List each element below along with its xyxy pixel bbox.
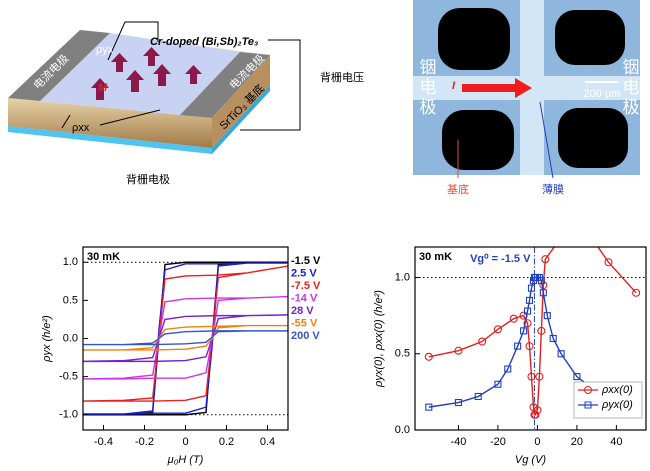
film-label: Cr-doped (Bi,Sb)₂Te₃ — [150, 36, 258, 48]
data-point — [454, 346, 463, 355]
data-point — [573, 213, 580, 220]
legend-label: 200 V — [291, 330, 320, 342]
annotation: 30 mK — [87, 251, 120, 263]
series-line — [83, 330, 288, 346]
data-point — [424, 352, 433, 361]
data-point — [523, 319, 532, 328]
micrograph: 铟电极 铟电极 I 200 μm 基底 薄膜 — [413, 0, 640, 196]
data-point — [425, 403, 433, 411]
y-tick-label: -0.5 — [59, 371, 78, 383]
data-point — [520, 327, 528, 335]
series-line — [83, 324, 288, 351]
substrate-label: 基底 — [447, 182, 469, 196]
y-tick-label: -1.0 — [59, 409, 78, 421]
data-point — [535, 372, 544, 381]
current-label: I — [452, 80, 456, 92]
legend-label: -55 V — [291, 317, 318, 329]
x-tick-label: -0.4 — [94, 436, 113, 448]
y-tick-label: 0.5 — [395, 348, 410, 360]
data-point — [454, 398, 462, 407]
plot-frame — [82, 246, 289, 431]
legend-label: 28 V — [291, 305, 314, 317]
legend-label: ρxx(0) — [601, 384, 633, 396]
data-point — [543, 312, 551, 320]
data-point — [494, 380, 502, 388]
x-tick-label: -20 — [490, 436, 506, 448]
rho-xx-label: ρxx — [72, 122, 90, 134]
legend-marker — [584, 386, 592, 394]
device-schematic: M ρyx Cr-doped (Bi,Sb)₂Te₃ ρxx 电流电极 电流电极… — [8, 21, 364, 186]
data-point — [531, 410, 540, 419]
gate-voltage-label: 背栅电压 — [320, 70, 364, 84]
y-tick-label: 0.0 — [63, 332, 78, 344]
scale-bar-label: 200 μm — [584, 88, 621, 100]
x-tick-label: -40 — [450, 436, 466, 448]
data-point — [537, 326, 546, 335]
data-point — [523, 307, 532, 315]
legend-marker — [584, 401, 592, 409]
data-point — [557, 350, 565, 358]
legend-label: ρyx(0) — [601, 399, 633, 411]
data-point — [537, 276, 545, 285]
rho-yx-label: ρyx — [96, 44, 114, 56]
legend-label: -1.5 V — [291, 255, 321, 267]
x-tick-label: -0.2 — [135, 436, 154, 448]
data-point — [525, 296, 534, 304]
vline-label: Vg⁰ = -1.5 V — [470, 253, 531, 265]
series-line — [83, 265, 288, 402]
data-point — [541, 255, 550, 264]
data-point — [539, 289, 547, 297]
data-point — [533, 406, 542, 415]
x-axis-label: Vg (V) — [515, 454, 547, 466]
y-tick-label: 1.0 — [63, 256, 78, 268]
plot-frame — [414, 246, 647, 431]
data-point — [474, 392, 482, 401]
data-point — [527, 284, 536, 292]
data-point — [514, 342, 522, 350]
x-tick-label: 0 — [182, 436, 188, 448]
y-tick-label: 0.5 — [63, 294, 78, 306]
data-point — [504, 365, 512, 373]
plot-area — [83, 261, 288, 416]
y-axis-label: ρyx(0), ρxx(0) (h/e²) — [373, 290, 385, 388]
data-point — [493, 325, 502, 334]
gate-electrode-label: 背栅电极 — [126, 172, 170, 186]
series-line — [83, 295, 288, 380]
x-axis-label: μ₀H (T) — [167, 454, 204, 466]
annotation: 30 mK — [419, 251, 452, 263]
magnetization-label: M — [98, 82, 108, 94]
data-point — [632, 288, 641, 297]
x-tick-label: 0.4 — [260, 436, 275, 448]
y-tick-label: 0.0 — [395, 424, 410, 436]
data-point — [525, 342, 534, 351]
series-line — [83, 261, 288, 416]
data-point — [549, 334, 557, 343]
x-tick-label: 0 — [534, 436, 540, 448]
electrode-right-label: 铟电极 — [620, 58, 640, 118]
y-tick-label: 1.0 — [395, 271, 410, 283]
legend-label: -7.5 V — [291, 280, 321, 292]
data-point — [573, 373, 581, 381]
film-label: 薄膜 — [542, 182, 564, 196]
series-line — [83, 314, 288, 363]
series-line — [83, 262, 288, 415]
legend-label: -14 V — [291, 292, 318, 304]
data-point — [604, 258, 613, 267]
electrode-left-label: 铟电极 — [417, 58, 437, 118]
legend-label: 2.5 V — [291, 267, 317, 279]
x-tick-label: 40 — [610, 436, 622, 448]
data-point — [509, 314, 518, 323]
data-point — [478, 337, 487, 346]
data-point — [527, 372, 536, 381]
x-tick-label: 20 — [571, 436, 583, 448]
x-tick-label: 0.2 — [219, 436, 234, 448]
y-axis-label: ρyx (h/e²) — [41, 315, 53, 363]
